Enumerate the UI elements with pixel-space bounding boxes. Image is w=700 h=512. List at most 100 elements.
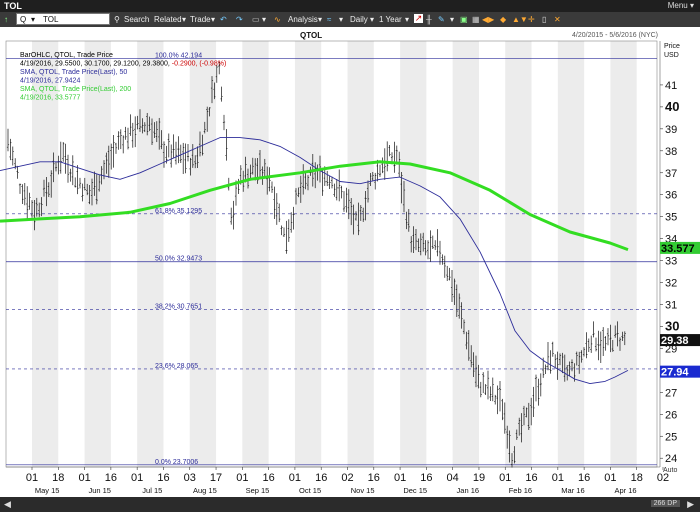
analysis-icon[interactable]: ∿ — [274, 15, 281, 24]
x-day-label: 02 — [341, 472, 353, 484]
y-tick-label: 41 — [665, 80, 677, 92]
analysis-dropdown-icon[interactable]: ▾ — [318, 15, 323, 24]
title-bar: TOL Menu ▾ — [0, 0, 700, 12]
y-tick-label: 26 — [665, 409, 677, 421]
y-tick-label: 29 — [665, 343, 677, 355]
search-button[interactable]: Search — [124, 15, 150, 24]
x-day-label: 16 — [525, 472, 537, 484]
fib-level-label: 23.6% 28.065 — [155, 363, 198, 370]
folder-dropdown-icon[interactable]: ▾ — [262, 15, 267, 24]
ohlc-bars — [6, 61, 626, 468]
x-day-label: 02 — [657, 472, 669, 484]
grid-icon[interactable]: ▦ — [472, 15, 480, 24]
x-day-label: 16 — [368, 472, 380, 484]
y-tick-label: 36 — [665, 190, 677, 202]
draw-tool-icon[interactable]: ✎ — [438, 15, 445, 24]
folder-icon[interactable]: ▭ — [252, 15, 260, 24]
symbol-dropdown-icon[interactable]: ▾ — [31, 15, 36, 24]
last-price-tag-label: 33.577 — [661, 243, 695, 255]
x-month-label: Sep 15 — [246, 486, 270, 495]
price-chart[interactable]: 4/20/2015 - 5/6/2016 (NYC) QTOL Price USD 24… — [0, 27, 700, 497]
x-day-label: 16 — [263, 472, 275, 484]
month-band — [294, 41, 322, 467]
y-auto-label: Auto — [663, 467, 678, 474]
toolbar: ↑ Q ▾ TOL ⚲ Search Related ▾ Trade ▾ ↶ ↷… — [0, 12, 700, 27]
legend-entry: 4/19/2016, 33.5777 — [20, 95, 80, 102]
symbol-value: TOL — [43, 15, 59, 24]
related-dropdown-icon[interactable]: ▾ — [182, 15, 187, 24]
undo-icon[interactable]: ↶ — [220, 15, 227, 24]
x-month-label: Jan 16 — [457, 486, 480, 495]
x-month-label: Mar 16 — [561, 486, 584, 495]
color-icon[interactable]: ▣ — [460, 15, 468, 24]
x-day-label: 01 — [236, 472, 248, 484]
bottom-bar: ◀ 266 DP ▶ — [0, 497, 700, 512]
x-day-label: 16 — [105, 472, 117, 484]
fit-icon[interactable]: ▯ — [542, 15, 547, 24]
month-band — [505, 41, 532, 467]
interval-tag: 266 DP — [650, 500, 680, 507]
x-month-label: Jul 15 — [142, 486, 162, 495]
scroll-left-icon[interactable]: ◀ — [4, 499, 11, 509]
month-band — [610, 41, 637, 467]
range-dropdown-icon[interactable]: ▾ — [405, 15, 410, 24]
x-day-label: 16 — [578, 472, 590, 484]
fib-level-label: 100.0% 42.194 — [155, 53, 202, 60]
x-month-label: Jun 15 — [88, 486, 111, 495]
month-band — [189, 41, 217, 467]
scroll-vertical-icon[interactable]: ▲▼ — [512, 15, 528, 24]
x-month-label: Feb 16 — [509, 486, 532, 495]
legend-entry: 4/19/2016, 27.9424 — [20, 78, 80, 85]
search-icon[interactable]: ⚲ — [114, 15, 120, 24]
x-day-label: 01 — [78, 472, 90, 484]
study-icon[interactable]: ≈ — [327, 15, 332, 24]
interval-select[interactable]: Daily — [350, 15, 368, 24]
interval-dropdown-icon[interactable]: ▾ — [370, 15, 375, 24]
analysis-button[interactable]: Analysis — [288, 15, 318, 24]
trade-dropdown-icon[interactable]: ▾ — [211, 15, 216, 24]
fib-level-label: 0.0% 23.7006 — [155, 459, 198, 466]
sma-50-line — [0, 137, 629, 385]
x-month-label: May 15 — [35, 486, 60, 495]
fib-level-label: 50.0% 32.9473 — [155, 256, 202, 263]
month-band — [137, 41, 164, 467]
legend-entry: SMA, QTOL, Trade Price(Last), 200 — [20, 86, 131, 93]
sma-200-line — [0, 160, 629, 252]
collapse-icon[interactable]: ✕ — [554, 15, 561, 24]
x-day-label: 01 — [552, 472, 564, 484]
redo-icon[interactable]: ↷ — [236, 15, 243, 24]
scroll-left-icon[interactable]: ◀▶ — [482, 15, 495, 24]
range-select[interactable]: 1 Year — [379, 15, 402, 24]
y-tick-label: 30 — [665, 318, 679, 333]
legend-entry: 4/19/2016, 29.5500, 30.1700, 29.1200, 29… — [20, 61, 226, 68]
menu-button[interactable]: Menu ▾ — [667, 1, 694, 10]
last-price-tag — [660, 241, 700, 254]
x-month-label: Aug 15 — [193, 486, 217, 495]
price-axis-label: USD — [664, 52, 679, 59]
draw-dropdown-icon[interactable]: ▾ — [450, 15, 455, 24]
symbol-input[interactable]: Q ▾ TOL — [16, 13, 110, 25]
y-tick-label: 32 — [665, 278, 677, 290]
related-button[interactable]: Related — [154, 15, 182, 24]
trade-button[interactable]: Trade — [190, 15, 211, 24]
y-tick-label: 38 — [665, 146, 677, 158]
legend-entry: BarOHLC, QTOL, Trade Price — [20, 52, 113, 59]
month-band — [557, 41, 585, 467]
bar-style-icon[interactable]: ╫ — [426, 15, 432, 24]
zoom-icon[interactable]: ◆ — [500, 15, 507, 24]
study-dropdown-icon[interactable]: ▾ — [339, 15, 344, 24]
x-month-label: Oct 15 — [299, 486, 321, 495]
x-day-label: 01 — [394, 472, 406, 484]
line-chart-icon[interactable]: ↗ — [414, 13, 423, 23]
x-month-label: Nov 15 — [351, 486, 375, 495]
month-band — [452, 41, 479, 467]
y-tick-label: 40 — [665, 99, 679, 114]
scroll-right-icon[interactable]: ▶ — [687, 499, 694, 509]
fib-level-label: 38.2% 30.7651 — [155, 304, 202, 311]
up-arrow-icon[interactable]: ↑ — [4, 15, 8, 24]
x-day-label: 01 — [499, 472, 511, 484]
x-day-label: 01 — [26, 472, 38, 484]
expand-icon[interactable]: ✛ — [528, 15, 535, 24]
legend-entry: SMA, QTOL, Trade Price(Last), 50 — [20, 69, 127, 76]
last-price-tag-label: 29.38 — [661, 335, 689, 347]
